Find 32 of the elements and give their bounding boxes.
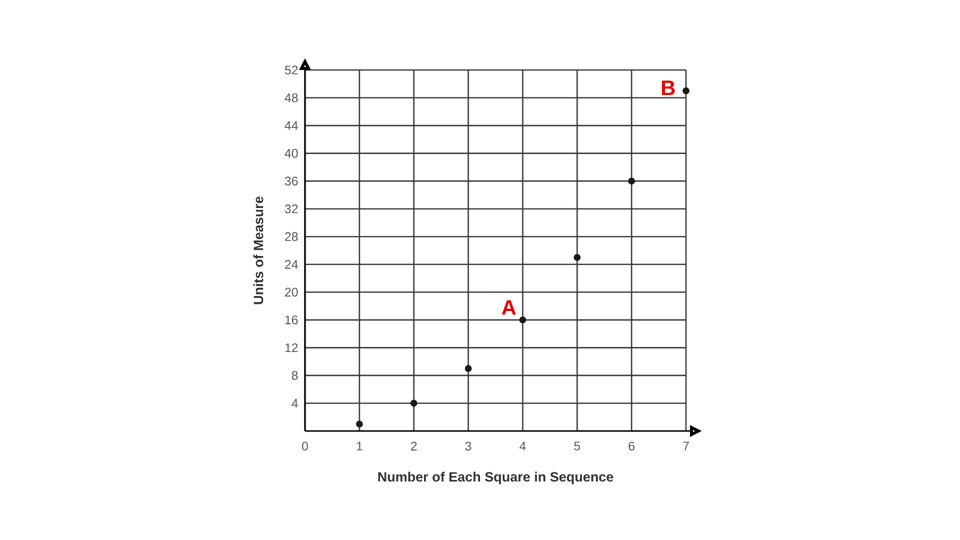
y-tick-label: 36 — [284, 176, 298, 186]
annotation: A — [502, 300, 516, 315]
x-tick-label: 7 — [683, 442, 689, 450]
y-tick-label: 16 — [285, 315, 298, 324]
y-tick-label: 44 — [284, 121, 298, 130]
x-tick-label: 1 — [356, 442, 362, 450]
point — [574, 254, 581, 261]
x-tick-label: 4 — [520, 442, 526, 450]
point — [410, 400, 418, 407]
point — [628, 178, 636, 185]
y-tick-label: 12 — [285, 343, 298, 352]
point — [519, 316, 526, 324]
x-axis-title: Number of Each Square in Sequence — [378, 472, 614, 484]
y-tick-label: 8 — [292, 371, 298, 380]
y-tick-label: 28 — [285, 232, 298, 242]
y-tick-label: 40 — [284, 148, 298, 158]
x-tick-label: 2 — [411, 442, 417, 450]
point — [682, 87, 690, 94]
x-tick-label: 6 — [628, 442, 634, 451]
point — [464, 365, 472, 372]
y-tick-label: 32 — [284, 204, 298, 214]
y-axis-title: Units of Measure — [253, 196, 264, 304]
x-tick-label: 0 — [302, 442, 308, 451]
y-tick-label: 20 — [285, 288, 298, 297]
y-tick-label: 4 — [292, 398, 298, 408]
annotation: B — [662, 80, 675, 96]
point — [356, 420, 363, 428]
y-tick-label: 52 — [284, 66, 298, 74]
y-tick-label: 24 — [285, 260, 298, 269]
y-tick-label: 48 — [284, 93, 298, 102]
x-tick-label: 3 — [465, 442, 472, 451]
x-tick-label: 5 — [574, 442, 580, 450]
